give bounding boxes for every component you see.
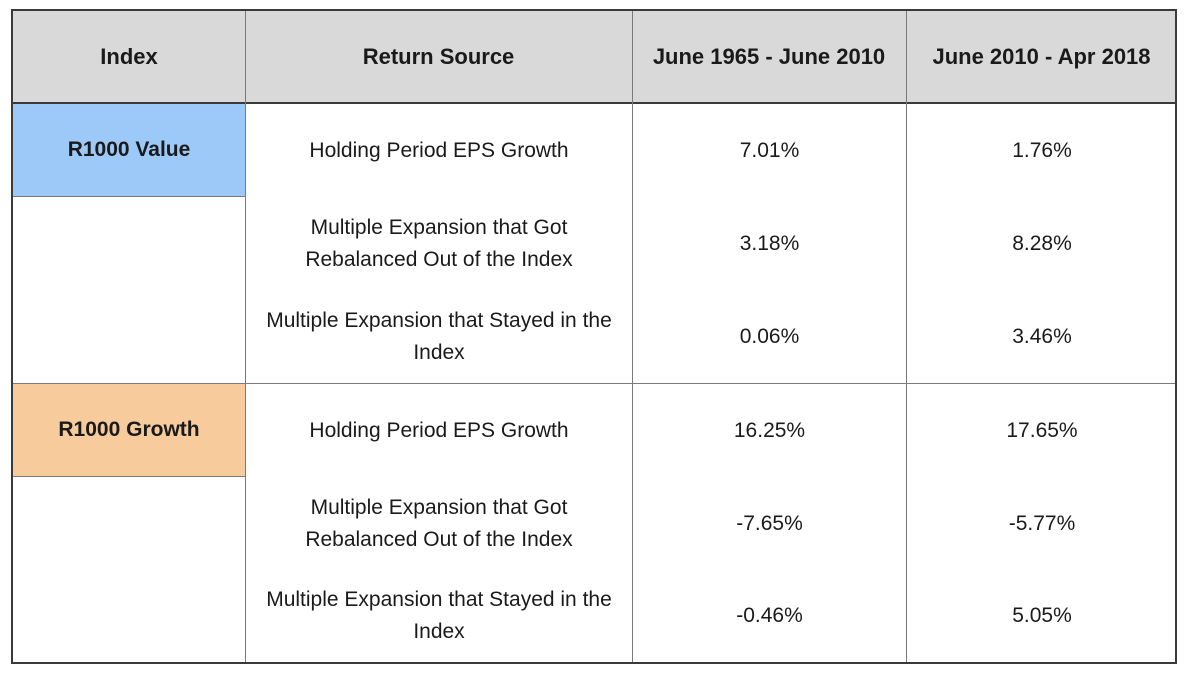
- column-divider: [906, 11, 907, 662]
- header-index: Index: [100, 43, 158, 69]
- value-cell: -5.77%: [1008, 511, 1076, 535]
- value-cell: 16.25%: [733, 418, 806, 442]
- value-cell: 3.46%: [1012, 324, 1072, 348]
- group-divider: [13, 383, 1175, 384]
- header-period-2010-2018: June 2010 - Apr 2018: [932, 43, 1151, 69]
- value-cell: 3.18%: [739, 231, 800, 255]
- value-cell: 17.65%: [1006, 418, 1078, 442]
- table-header: Index Return Source June 1965 - June 201…: [13, 11, 1175, 104]
- return-source-cell: Multiple Expansion that Got Rebalanced O…: [305, 215, 573, 271]
- value-cell: 1.76%: [1012, 138, 1072, 162]
- return-source-cell: Multiple Expansion that Got Rebalanced O…: [305, 495, 573, 551]
- value-cell: 7.01%: [739, 138, 800, 162]
- index-r1000-value: R1000 Value: [13, 104, 245, 197]
- index-r1000-growth: R1000 Growth: [13, 384, 245, 477]
- return-source-cell: Holding Period EPS Growth: [309, 418, 569, 442]
- return-source-cell: Multiple Expansion that Stayed in the In…: [266, 308, 612, 364]
- return-source-cell: Holding Period EPS Growth: [309, 138, 569, 162]
- header-period-1965-2010: June 1965 - June 2010: [652, 43, 886, 69]
- return-source-cell: Multiple Expansion that Stayed in the In…: [266, 588, 612, 643]
- column-divider: [245, 11, 246, 662]
- value-cell: 8.28%: [1012, 231, 1072, 255]
- table-grid: Index Return Source June 1965 - June 201…: [13, 11, 1175, 662]
- header-return-source: Return Source: [362, 43, 515, 69]
- column-divider: [632, 11, 633, 662]
- value-cell: 0.06%: [739, 324, 800, 348]
- value-cell: -0.46%: [736, 604, 803, 627]
- value-cell: 5.05%: [1012, 604, 1072, 627]
- value-cell: -7.65%: [736, 511, 803, 535]
- return-source-table: Index Return Source June 1965 - June 201…: [11, 9, 1177, 664]
